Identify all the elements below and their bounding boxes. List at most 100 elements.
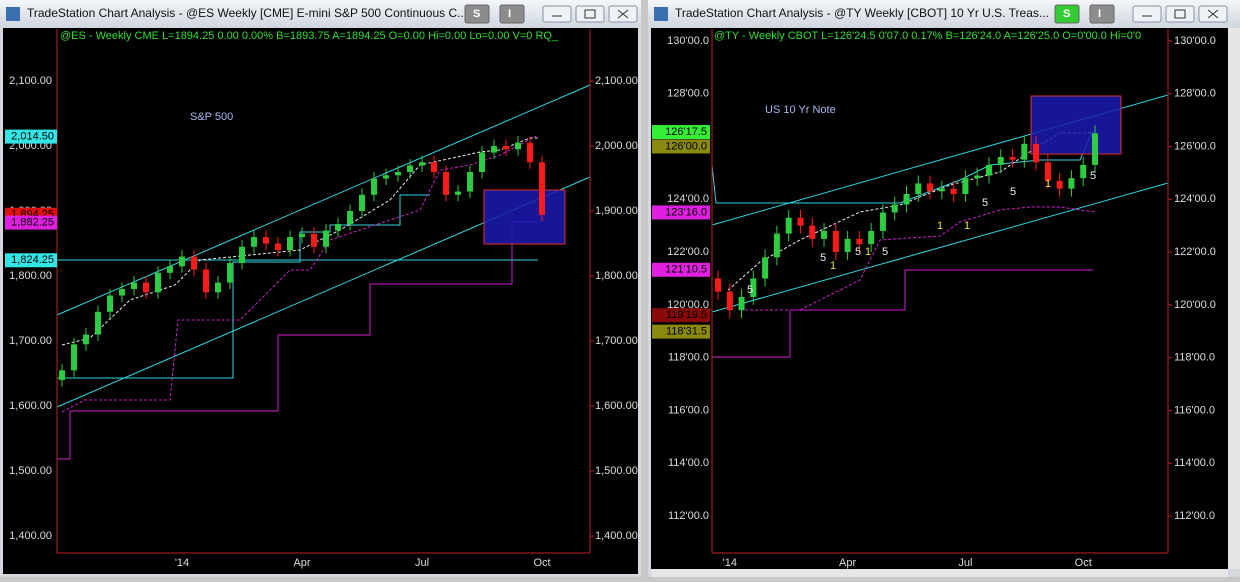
candle-body: [856, 238, 863, 245]
maximize-button[interactable]: [575, 5, 605, 23]
toolbar-button-label: I: [508, 8, 511, 20]
price-tag: [652, 139, 710, 154]
x-tick-label: '14: [723, 557, 737, 569]
price-tag-label: 118'31.5: [666, 326, 707, 338]
y-tick-label: 2,100.00: [595, 75, 638, 87]
minimize-button[interactable]: [1132, 5, 1162, 23]
candle-body: [455, 191, 461, 195]
candle-body: [997, 157, 1004, 165]
candle-body: [797, 217, 804, 226]
candle-body: [479, 152, 485, 173]
y-tick-label: 116'00.0: [668, 404, 709, 416]
chart-background: [651, 28, 1228, 569]
count-label: 1: [1045, 178, 1051, 190]
x-tick-label: Oct: [1075, 557, 1092, 569]
price-tag-label: 1,882.25: [11, 216, 54, 228]
y-tick-label: 124'00.0: [1174, 193, 1216, 205]
candle-body: [903, 193, 910, 205]
count-label: 1: [937, 220, 943, 232]
minimize-button[interactable]: [542, 5, 572, 23]
toolbar-button[interactable]: [1089, 4, 1115, 24]
candle-body: [515, 142, 521, 150]
window-title: TradeStation Chart Analysis - @ES Weekly…: [27, 6, 467, 20]
candle-body: [773, 233, 780, 258]
y-tick-label: 118'00.0: [668, 352, 709, 364]
maximize-button[interactable]: [1165, 5, 1195, 23]
toolbar-button[interactable]: [499, 4, 525, 24]
candle-body: [107, 295, 113, 312]
candle-body: [821, 230, 828, 239]
y-tick-label: 1,800.00: [9, 270, 52, 282]
count-label: 5: [1010, 186, 1016, 198]
candle-body: [1068, 178, 1075, 189]
ty-overlays: [711, 94, 1169, 358]
x-tick-label: Apr: [839, 557, 856, 569]
candle-body: [785, 217, 792, 234]
candle-body: [1044, 162, 1051, 181]
count-label: 5: [1090, 170, 1096, 182]
y-tick-label: 130'00.0: [1174, 35, 1216, 47]
candle-body: [715, 278, 721, 292]
candle-body: [962, 178, 969, 194]
y-tick-label: 120'00.0: [1174, 299, 1216, 311]
candle-body: [239, 246, 245, 264]
scrollbar[interactable]: [1228, 28, 1240, 569]
y-tick-label: 1,700.00: [9, 335, 52, 347]
candle-body: [1021, 143, 1028, 160]
y-tick-label: 1,400.00: [9, 530, 52, 542]
candle-body: [167, 266, 173, 273]
x-tick-label: Apr: [293, 557, 310, 569]
price-tag-label: 119'19.5: [666, 309, 707, 321]
scrollbar[interactable]: [651, 569, 1228, 577]
y-tick-label: 112'00.0: [668, 510, 709, 522]
candle-body: [275, 243, 281, 251]
y-tick-label: 128'00.0: [667, 88, 709, 100]
y-tick-label: 2,100.00: [9, 75, 52, 87]
candle-body: [191, 256, 197, 270]
candle-body: [383, 175, 389, 179]
app-icon: [6, 7, 20, 21]
price-tag: [5, 129, 57, 144]
price-tag: [652, 205, 710, 220]
count-label: 5: [882, 246, 888, 258]
count-label: 1: [830, 260, 836, 272]
toolbar-button[interactable]: [1054, 4, 1080, 24]
candle-body: [527, 142, 533, 163]
candle-body: [809, 225, 816, 239]
price-tag-label: 126'17.5: [665, 126, 707, 138]
candle-body: [251, 237, 257, 247]
x-tick-label: '14: [175, 557, 189, 569]
price-tag-label: 1,824.25: [11, 254, 54, 266]
candle-body: [359, 194, 365, 212]
candle-body: [203, 269, 209, 293]
price-tag: [652, 324, 710, 339]
price-tag-label: 2,014.50: [11, 131, 54, 143]
toolbar-button-label: S: [1063, 8, 1070, 20]
toolbar-button[interactable]: [464, 4, 490, 24]
candle-body: [938, 188, 945, 192]
title-bar: [0, 0, 641, 28]
candle-body: [443, 172, 449, 195]
candle-body: [927, 183, 934, 192]
candle-body: [371, 178, 377, 195]
candle-body: [891, 204, 898, 213]
candle-body: [762, 257, 769, 279]
candle-body: [868, 230, 875, 245]
count-label: 5: [982, 197, 988, 209]
candle-body: [335, 224, 341, 231]
candle-body: [1092, 133, 1098, 165]
candle-body: [263, 237, 269, 244]
candle-body: [299, 233, 305, 238]
count-label: 5: [855, 246, 861, 258]
candle-body: [431, 162, 437, 173]
y-tick-label: 128'00.0: [1174, 88, 1216, 100]
status-line: @TY - Weekly CBOT L=126'24.5 0'07.0 0.17…: [714, 30, 1141, 42]
step-line: [711, 129, 1094, 204]
candle-body: [131, 282, 137, 290]
candle-body: [347, 211, 353, 225]
candle-body: [738, 296, 745, 311]
candle-body: [419, 162, 425, 166]
count-label: 5: [747, 284, 753, 296]
step-line: [712, 269, 1093, 358]
toolbar-button-label: I: [1098, 8, 1101, 20]
